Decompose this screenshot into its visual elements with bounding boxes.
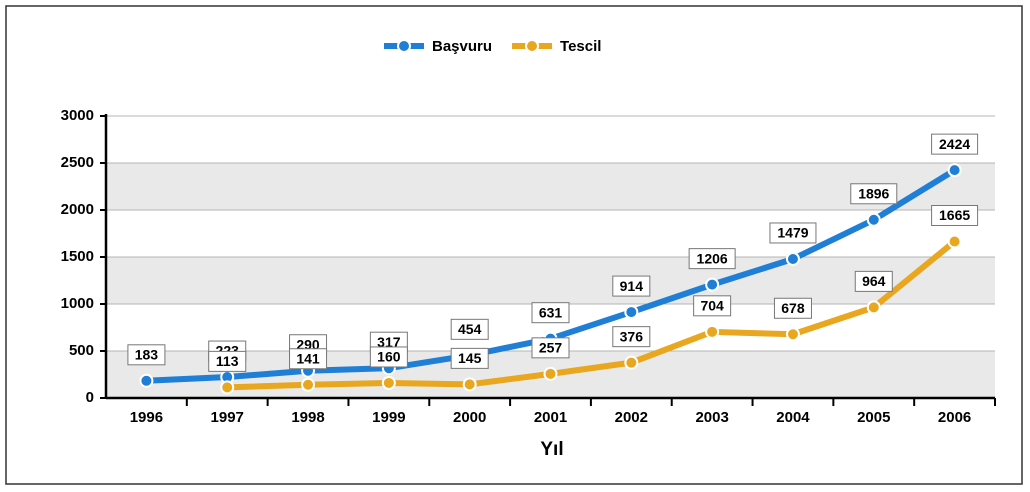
point — [220, 380, 235, 395]
x-tick-label: 2000 — [453, 409, 486, 426]
point — [462, 377, 477, 392]
label-box — [850, 183, 898, 205]
data-label: 145 — [458, 350, 482, 366]
x-tick-label: 2005 — [857, 409, 890, 426]
y-tick-label: 2500 — [61, 154, 94, 171]
point — [543, 366, 558, 381]
x-tick-label: 2006 — [938, 409, 971, 426]
x-tick-label: 2004 — [776, 409, 810, 426]
point — [624, 305, 639, 320]
data-label: 704 — [700, 298, 724, 314]
frame — [5, 5, 1023, 485]
label-box — [531, 337, 570, 359]
x-tick-label: 2001 — [534, 409, 567, 426]
x-tick-label: 1998 — [291, 409, 324, 426]
y-tick-label: 0 — [86, 389, 94, 406]
data-label: 1665 — [939, 207, 970, 223]
label-box — [931, 204, 979, 226]
data-label: 678 — [781, 300, 805, 316]
x-tick-label: 2002 — [615, 409, 648, 426]
label-box — [612, 275, 651, 297]
y-tick-label: 2000 — [61, 201, 94, 218]
point — [301, 377, 316, 392]
x-axis-label: Yıl — [540, 439, 563, 460]
point — [866, 212, 881, 227]
point — [785, 251, 800, 266]
x-tick-label: 2003 — [695, 409, 728, 426]
label-box — [688, 248, 736, 270]
band — [106, 163, 995, 210]
data-label: 1206 — [697, 250, 728, 266]
y-tick-label: 1000 — [61, 295, 94, 312]
point — [705, 277, 720, 292]
data-label: 631 — [539, 304, 563, 320]
legend-label: Tescil — [560, 38, 601, 55]
label-box — [450, 318, 489, 340]
data-label: 257 — [539, 340, 563, 356]
label-box — [208, 350, 247, 372]
point — [947, 234, 962, 249]
bands — [106, 163, 995, 398]
label-box — [769, 222, 817, 244]
x-tick-label: 1997 — [211, 409, 244, 426]
legend-marker — [397, 39, 411, 53]
y-tick-label: 1500 — [61, 248, 94, 265]
label-box — [612, 326, 651, 348]
data-label: 2424 — [939, 136, 970, 152]
point — [381, 375, 396, 390]
label-box — [854, 270, 893, 292]
data-label: 1896 — [858, 185, 889, 201]
label-box — [289, 348, 328, 370]
band — [106, 257, 995, 304]
data-label: 376 — [620, 328, 644, 344]
label-box — [531, 302, 570, 324]
point — [624, 355, 639, 370]
data-label: 113 — [216, 353, 239, 369]
data-label: 141 — [296, 350, 320, 366]
x-tick-label: 1996 — [130, 409, 163, 426]
data-label: 964 — [862, 273, 886, 289]
data-label: 454 — [458, 321, 482, 337]
x-tick-label: 1999 — [372, 409, 405, 426]
data-label: 160 — [377, 349, 401, 365]
y-tick-label: 3000 — [61, 107, 94, 124]
data-label: 1479 — [777, 225, 808, 241]
label-box — [693, 295, 732, 317]
legend-label: Başvuru — [432, 38, 492, 55]
point — [866, 300, 881, 315]
data-label: 317 — [377, 334, 401, 350]
label-box — [931, 133, 979, 155]
label-box — [450, 347, 489, 369]
label-box — [773, 297, 812, 319]
point — [947, 163, 962, 178]
data-label: 914 — [620, 278, 644, 294]
label-box — [127, 344, 166, 366]
point — [705, 324, 720, 339]
point — [139, 373, 154, 388]
point — [785, 327, 800, 342]
series-line — [227, 239, 957, 391]
data-label: 183 — [135, 347, 159, 363]
y-tick-label: 500 — [69, 342, 94, 359]
legend-marker — [525, 39, 540, 53]
label-box — [369, 346, 408, 368]
